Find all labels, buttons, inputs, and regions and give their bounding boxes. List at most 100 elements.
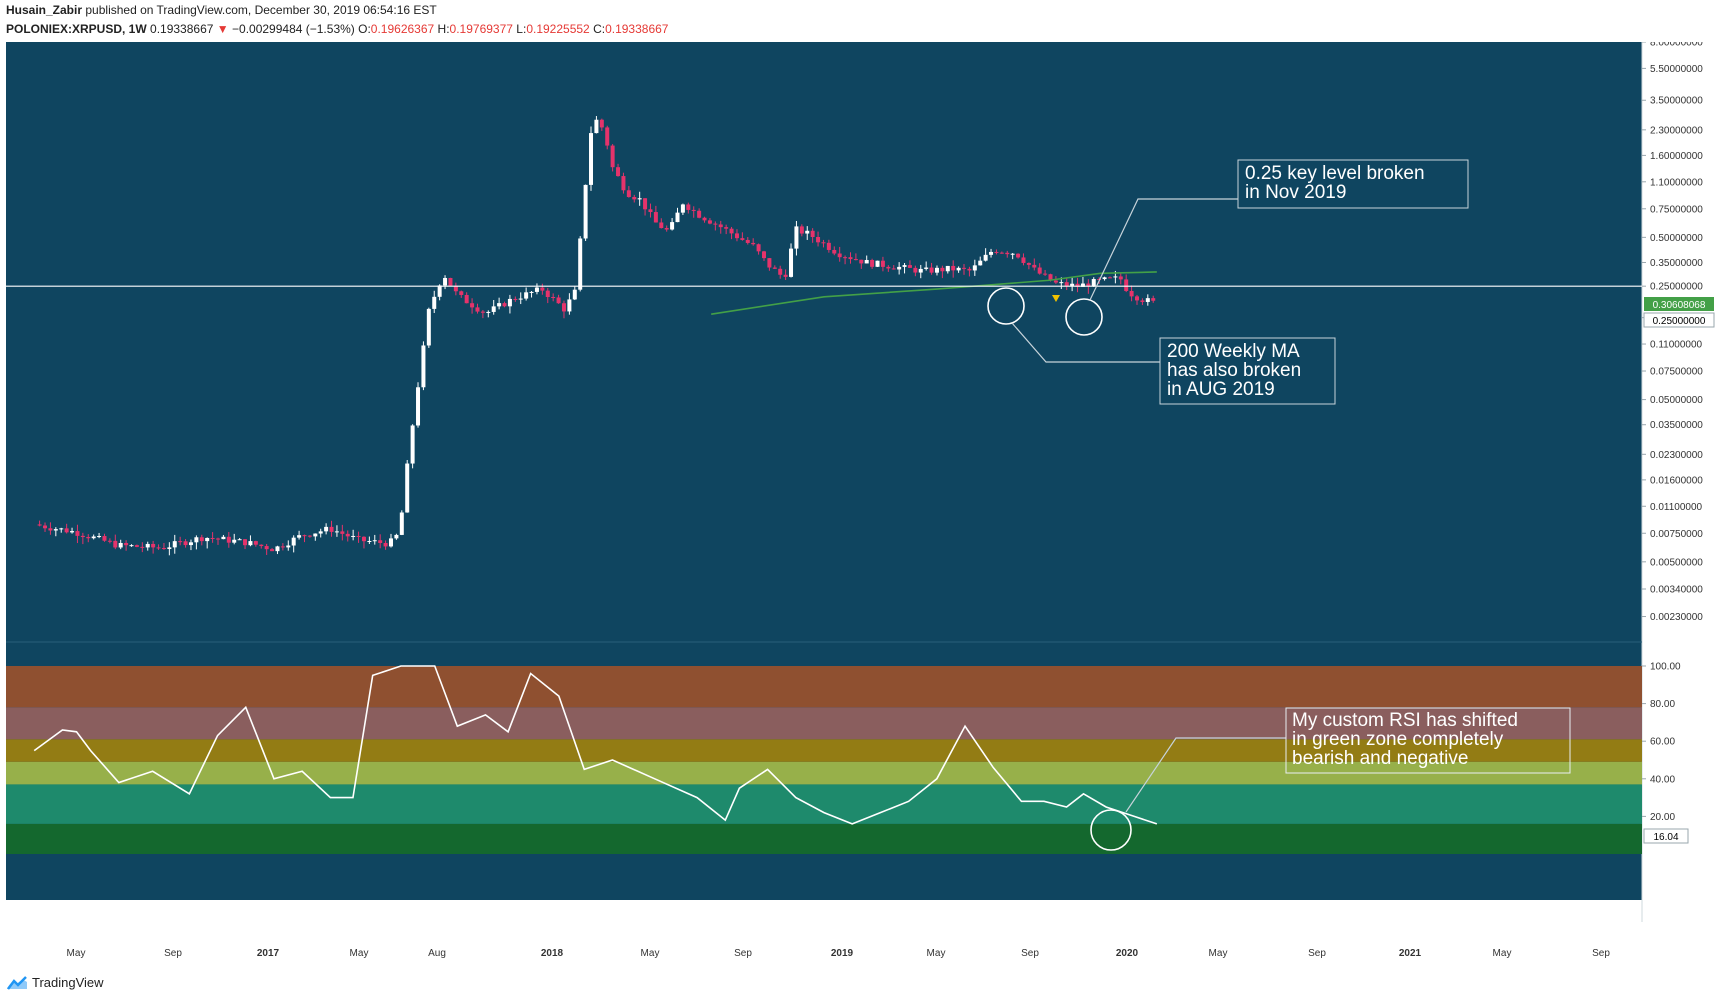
candle [902, 265, 907, 267]
time-axis[interactable]: May Sep 2017 May Aug 2018 May Sep 2019 May Sep 2020… [67, 948, 1611, 959]
open-label: O: [358, 22, 371, 36]
rsi-connector [1125, 737, 1286, 813]
rsi-zones [6, 666, 1642, 854]
candle [529, 291, 534, 293]
price-axis-background [1642, 42, 1722, 922]
candle [421, 345, 426, 388]
candle [1091, 279, 1096, 287]
candle [507, 298, 512, 307]
low-value: 0.19225552 [526, 22, 590, 36]
candle [583, 184, 588, 239]
candle [837, 253, 842, 258]
rsi-value-tag-text: 16.04 [1653, 832, 1678, 843]
chart-svg[interactable]: 0.25 key level broken in Nov 2019 200 We… [0, 38, 1722, 972]
candle [518, 298, 523, 300]
price-tick-label: 0.75000000 [1650, 204, 1703, 215]
candle [897, 266, 902, 270]
candle [167, 547, 172, 549]
candle [497, 303, 502, 307]
candle [426, 308, 431, 346]
candle [843, 257, 848, 259]
rsi-zone-0 [6, 666, 1642, 708]
key-level-price-tag [1643, 312, 1715, 328]
candle [151, 543, 156, 548]
candle [1043, 273, 1048, 275]
time-axis-label: Sep [1592, 948, 1610, 959]
candle [913, 267, 918, 273]
time-axis-label: May [1209, 948, 1228, 959]
ma-break-note[interactable]: 200 Weekly MA has also broken in AUG 201… [1159, 337, 1336, 405]
candle [886, 266, 891, 269]
candle [626, 190, 631, 197]
candle [475, 307, 480, 312]
key-level-circle [1065, 298, 1103, 336]
footer-brand[interactable]: TradingView [6, 975, 104, 990]
ma-break-note-line3: in AUG 2019 [1167, 379, 1275, 400]
candle [929, 267, 934, 273]
price-axis-ticks: 8.00000000 5.50000000 3.50000000 2.30000000… [1642, 38, 1703, 623]
candle [978, 260, 983, 266]
candle [670, 222, 675, 230]
candle [783, 274, 788, 277]
candle [134, 545, 139, 547]
candle [156, 547, 161, 549]
candle [616, 167, 621, 177]
candle [589, 133, 594, 185]
down-arrow-icon: ▼ [216, 22, 229, 36]
ma-break-circle [987, 287, 1025, 325]
candle [1064, 282, 1069, 286]
candle [951, 265, 956, 271]
candle [972, 265, 977, 271]
candle [188, 542, 193, 546]
ma-price-tag-text: 0.30608068 [1653, 300, 1706, 311]
chart-area[interactable]: 0.25 key level broken in Nov 2019 200 We… [0, 38, 1722, 977]
rsi-note-box [1285, 707, 1571, 774]
key-level-note[interactable]: 0.25 key level broken in Nov 2019 [1237, 159, 1469, 209]
candle [372, 540, 377, 542]
candle [410, 425, 415, 464]
candle [632, 196, 637, 200]
price-tick-label: 0.05000000 [1650, 395, 1703, 406]
candle [383, 542, 388, 547]
candle [789, 248, 794, 277]
candle [648, 209, 653, 213]
rsi-note[interactable]: My custom RSI has shifted in green zone … [1285, 707, 1571, 774]
candle [778, 268, 783, 275]
candle [962, 267, 967, 269]
candle [64, 528, 69, 533]
candle [1070, 283, 1075, 286]
price-tick-label: 0.50000000 [1650, 233, 1703, 244]
rsi-axis-ticks: 100.00 80.00 60.00 40.00 20.00 [1642, 662, 1681, 823]
candle [280, 546, 285, 548]
candle [810, 230, 815, 237]
candle [183, 541, 188, 546]
candle [221, 536, 226, 540]
ma-200-line [711, 271, 1157, 315]
ma-break-note-box [1159, 337, 1336, 405]
candle [270, 549, 275, 552]
time-axis-label: Sep [1021, 948, 1039, 959]
candle [702, 217, 707, 221]
price-tick-label: 0.01100000 [1650, 502, 1703, 513]
candle [302, 535, 307, 537]
rsi-note-line1: My custom RSI has shifted [1292, 710, 1518, 731]
candle [994, 251, 999, 253]
candle [989, 251, 994, 255]
candle [718, 224, 723, 228]
key-level-connector [1089, 198, 1238, 301]
candle [405, 463, 410, 513]
time-axis-label: Sep [1308, 948, 1326, 959]
price-tick-label: 8.00000000 [1650, 42, 1703, 49]
price-tick-label: 2.30000000 [1650, 125, 1703, 136]
candle [80, 535, 85, 538]
candle [729, 228, 734, 234]
candle [367, 540, 372, 542]
candle [1134, 296, 1139, 301]
candle [880, 260, 885, 267]
time-axis-label: May [927, 948, 946, 959]
footer-brand-text: TradingView [32, 975, 104, 990]
candle [864, 259, 869, 264]
candle [1151, 298, 1156, 301]
candle [918, 268, 923, 273]
candle [394, 534, 399, 539]
